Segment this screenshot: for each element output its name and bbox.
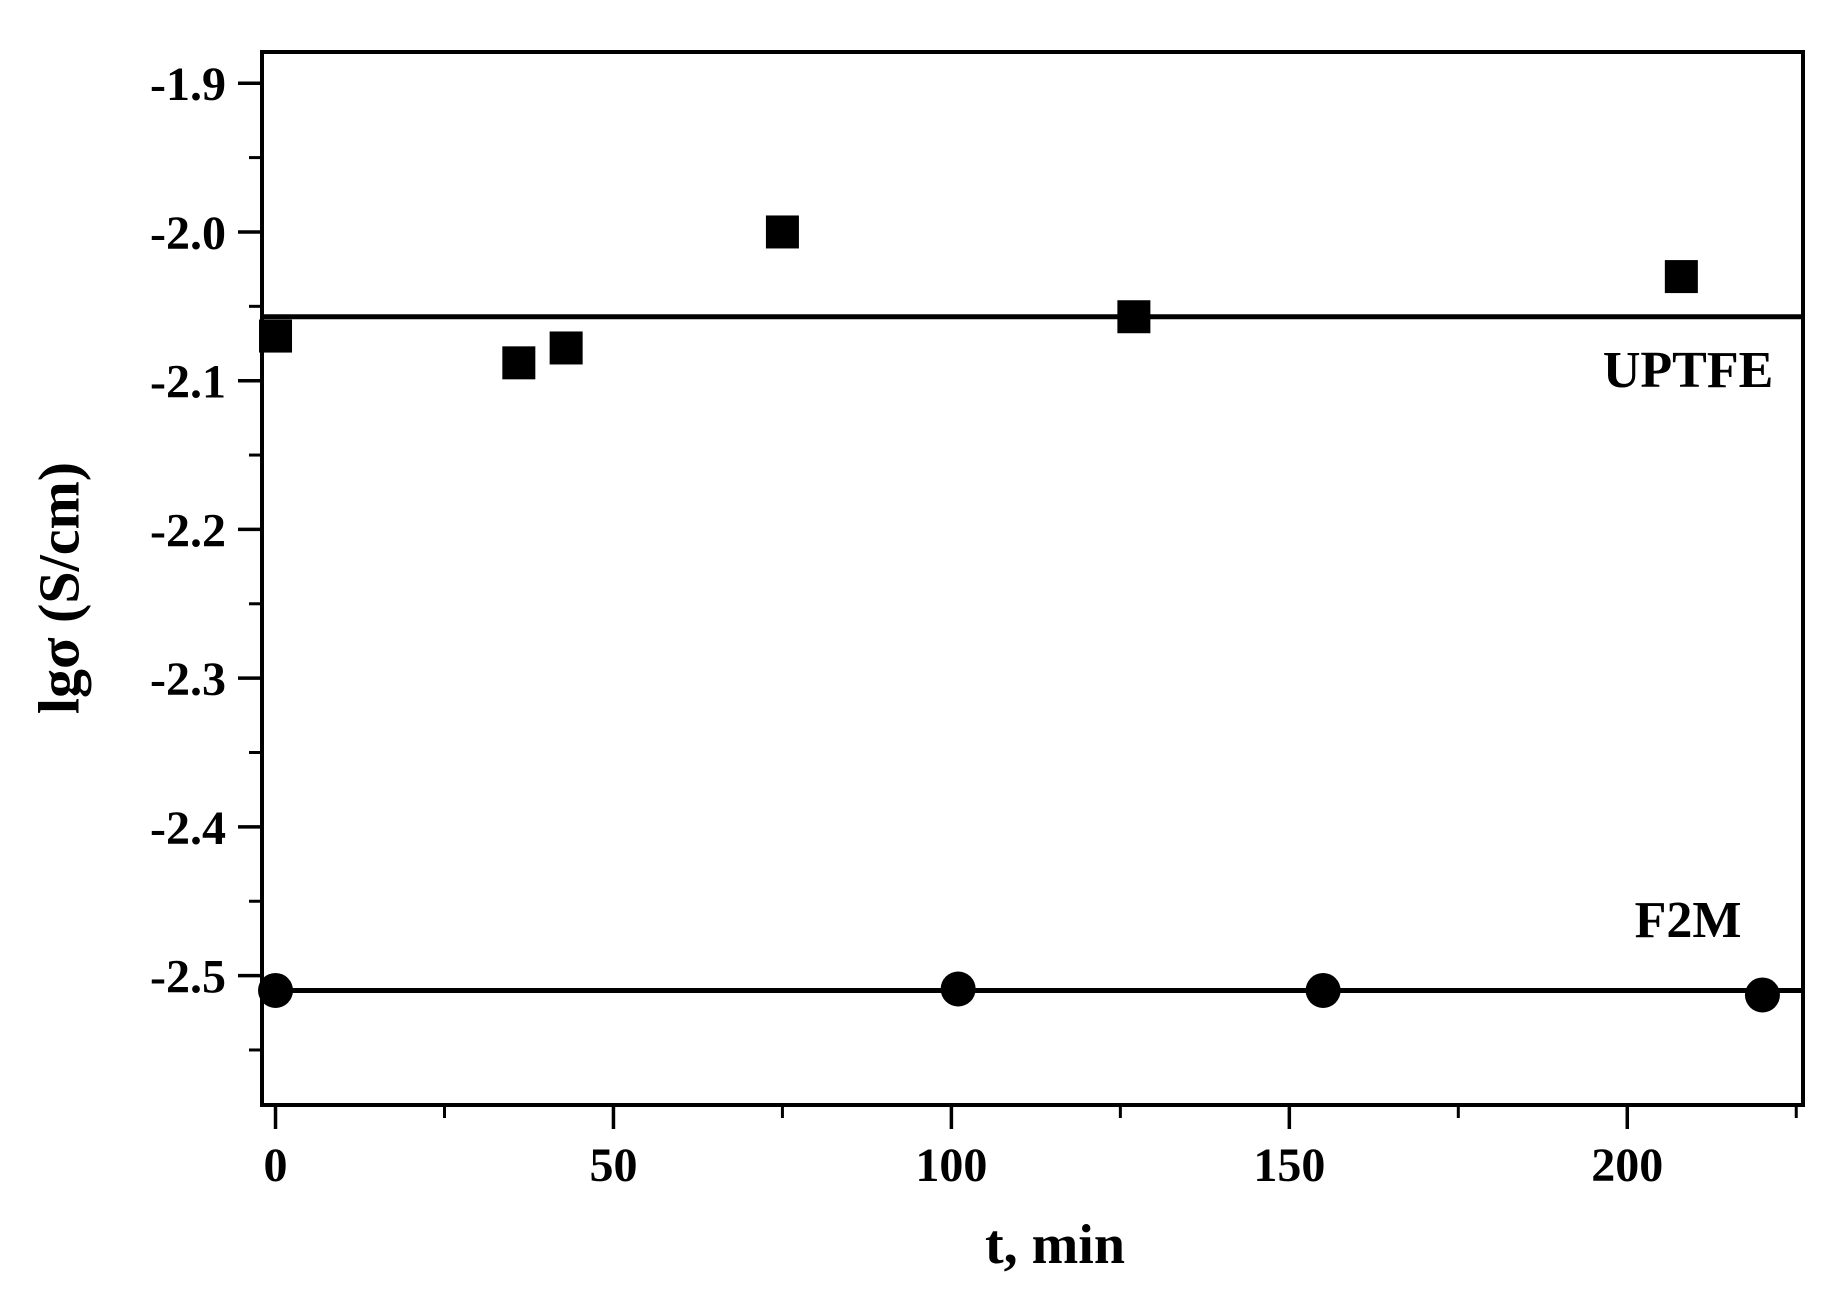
x-axis-title: t, min	[985, 1214, 1125, 1276]
f2m-circle-marker	[940, 971, 976, 1007]
y-tick-label: -1.9	[150, 58, 226, 111]
uptfe-square-marker	[549, 331, 583, 365]
uptfe-square-marker	[259, 319, 293, 353]
y-tick-label: -2.0	[150, 207, 226, 260]
y-tick-label: -2.3	[150, 653, 226, 706]
series-label-uptfe: UPTFE	[1603, 342, 1773, 399]
f2m-circle-marker	[1305, 972, 1341, 1008]
plot-frame	[260, 50, 1805, 1107]
series-label-f2m: F2M	[1635, 892, 1742, 949]
uptfe-square-marker	[765, 215, 799, 249]
f2m-circle-marker	[258, 972, 294, 1008]
x-tick-label: 150	[1253, 1139, 1325, 1192]
uptfe-square-marker	[502, 346, 536, 380]
f2m-circle-marker	[1744, 977, 1780, 1013]
x-tick-label: 200	[1591, 1139, 1663, 1192]
x-tick-label: 100	[915, 1139, 987, 1192]
uptfe-square-marker	[1664, 260, 1698, 294]
y-tick-label: -2.2	[150, 504, 226, 557]
y-tick-label: -2.4	[150, 802, 226, 855]
x-tick-label: 50	[589, 1139, 637, 1192]
y-tick-label: -2.5	[150, 951, 226, 1004]
y-tick-label: -2.1	[150, 356, 226, 409]
uptfe-square-marker	[1117, 300, 1151, 334]
y-axis-title: lgσ (S/cm)	[26, 461, 92, 715]
x-tick-label: 0	[264, 1139, 288, 1192]
